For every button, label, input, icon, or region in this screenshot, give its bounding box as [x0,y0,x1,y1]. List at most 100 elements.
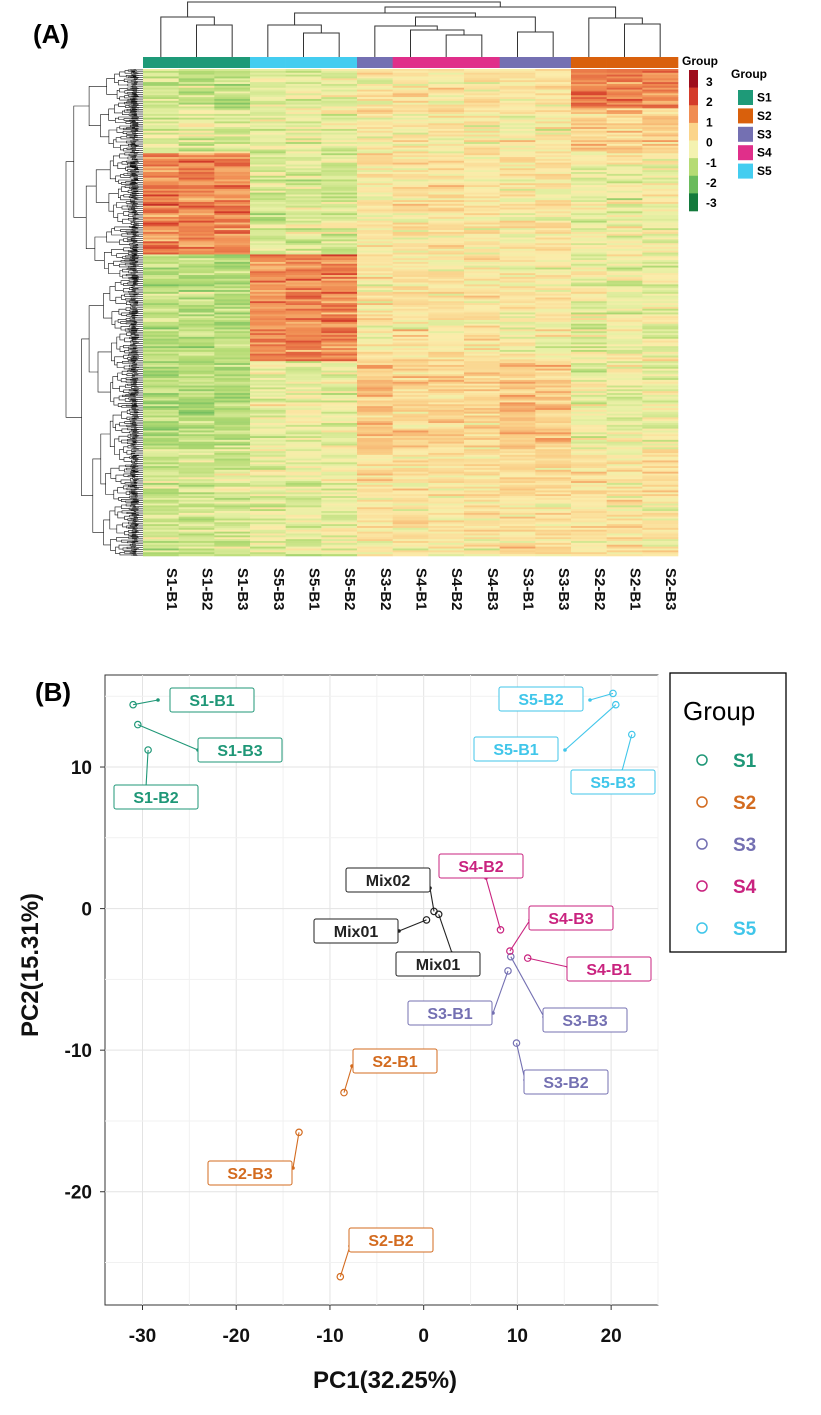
heatmap-cell [642,327,679,330]
heatmap-cell [535,460,572,463]
heatmap-cell [214,70,251,74]
heatmap-cell [571,112,607,115]
heatmap-cell [357,83,393,87]
heatmap-cell [499,233,536,236]
heatmap-cell [606,535,643,538]
heatmap-cell [499,235,536,238]
heatmap-cell [464,537,500,540]
heatmap-cell [535,250,572,253]
row-dendrogram-branch [126,109,131,112]
heatmap-cell [428,187,465,190]
heatmap-cell [499,198,536,201]
heatmap-cell [499,91,536,94]
heatmap-cell [392,83,429,87]
heatmap-cell [535,441,572,444]
heatmap-cell [571,452,607,456]
heatmap-cell [571,548,607,551]
heatmap-cell [464,529,500,532]
heatmap-cell [464,222,500,225]
heatmap-cell [357,228,393,231]
heatmap-cell [321,475,358,478]
heatmap-cell [214,97,251,100]
heatmap-cell [606,522,643,525]
heatmap-cell [571,466,607,469]
row-dendrogram-branch [133,519,139,522]
label-connector [509,919,531,952]
heatmap-cell [285,275,322,278]
heatmap-cell [535,539,572,542]
heatmap-cell [214,218,251,222]
heatmap-cell [499,325,536,328]
heatmap-cell [642,70,679,74]
heatmap-cell [357,158,393,162]
heatmap-cell [321,349,358,353]
heatmap-cell [357,494,393,497]
heatmap-cell [571,252,607,255]
heatmap-cell [642,104,679,107]
pca-point [134,720,142,729]
heatmap-cell [606,314,643,317]
heatmap-cell [464,113,500,117]
row-dendrogram-branch [129,201,137,203]
heatmap-cell [642,299,679,302]
heatmap-cell [571,104,607,107]
heatmap-cell [357,170,393,173]
heatmap-cell [499,261,536,265]
heatmap-cell [571,439,607,443]
heatmap-cell [535,541,572,544]
heatmap-cell [321,531,358,534]
heatmap-cell [250,445,286,448]
heatmap-cell [321,76,358,79]
heatmap-cell [571,353,607,356]
pca-point [506,947,514,955]
heatmap-cell [571,423,607,426]
pca-point [144,746,152,754]
heatmap-cell [178,379,215,383]
heatmap-cell [392,265,429,268]
heatmap-cell [606,228,643,231]
heatmap-cell [642,439,679,443]
heatmap-cell [321,522,358,525]
heatmap-cell [428,464,465,467]
heatmap-cell [606,325,643,328]
heatmap-cell [143,469,179,473]
heatmap-cell [357,181,393,184]
heatmap-cell [285,93,322,96]
heatmap-cell [250,499,286,502]
heatmap-cell [535,100,572,104]
heatmap-cell [535,233,572,236]
column-group-bar [143,57,679,68]
heatmap-cell [499,119,536,122]
heatmap-cell [143,310,179,313]
heatmap-cell [428,179,465,182]
heatmap-cell [464,469,500,473]
heatmap-cell [392,198,429,201]
heatmap-cell [535,177,572,180]
heatmap-cell [285,179,322,182]
point-label-box [566,956,652,982]
heatmap-cell [178,138,215,141]
heatmap-cell [428,106,465,109]
heatmap-cell [642,445,679,448]
heatmap-cell [321,187,358,190]
heatmap-cell [143,366,179,369]
heatmap-cell [428,196,465,199]
heatmap-cell [606,469,643,473]
heatmap-cell [143,344,179,347]
heatmap-cell [571,305,607,308]
heatmap-cell [464,334,500,338]
heatmap-cell [357,548,393,551]
group-bar-cell [535,57,572,68]
heatmap-cell [214,284,251,287]
heatmap-cell [499,462,536,465]
heatmap-cell [464,80,500,83]
heatmap-cell [571,74,607,77]
heatmap-cell [464,505,500,508]
heatmap-cell [606,201,643,205]
heatmap-cell [214,469,251,473]
heatmap-cell [214,430,251,433]
heatmap-cell [464,305,500,308]
row-dendrogram-branch [130,111,137,113]
heatmap-cell [606,85,643,89]
heatmap-cell [321,467,358,471]
